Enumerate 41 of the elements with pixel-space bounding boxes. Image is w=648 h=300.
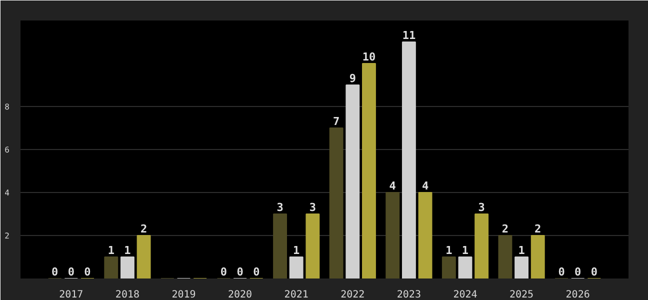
data-label: 7 xyxy=(333,115,340,128)
data-label: 1 xyxy=(108,244,115,257)
data-label: 3 xyxy=(478,201,485,214)
data-label: 1 xyxy=(124,244,132,257)
x-tick-label: 2020 xyxy=(228,290,252,300)
data-label: 1 xyxy=(446,244,453,257)
y-tick-label: 2 xyxy=(4,232,10,240)
data-label: 0 xyxy=(220,266,228,278)
data-label: 10 xyxy=(362,50,376,64)
x-tick-label: 2024 xyxy=(453,290,478,300)
data-label: 4 xyxy=(422,180,429,192)
y-tick-label: 8 xyxy=(4,102,10,112)
data-label: 0 xyxy=(84,266,91,278)
x-tick-label: 2019 xyxy=(172,290,196,300)
data-label: 0 xyxy=(574,266,582,278)
x-tick-label: 2017 xyxy=(59,290,84,300)
data-label: 1 xyxy=(518,244,526,257)
x-tick-label: 2023 xyxy=(396,290,421,300)
data-label: 4 xyxy=(389,180,396,192)
data-label: 2 xyxy=(534,222,542,236)
data-label: 9 xyxy=(349,72,356,85)
data-label: 11 xyxy=(402,29,416,42)
data-label: 0 xyxy=(68,266,74,278)
x-tick-label: 2026 xyxy=(566,290,590,300)
data-label: 0 xyxy=(558,266,565,278)
data-label: 0 xyxy=(590,266,598,278)
x-tick-label: 2021 xyxy=(284,290,308,300)
data-label: 0 xyxy=(253,266,260,278)
y-tick-label: 4 xyxy=(4,188,10,198)
y-tick-label: 6 xyxy=(4,146,10,154)
x-tick-label: 2025 xyxy=(509,290,534,300)
data-label: 0 xyxy=(236,266,244,278)
data-label: 3 xyxy=(309,201,316,214)
x-tick-label: 2022 xyxy=(340,290,365,300)
data-label: 2 xyxy=(140,222,148,236)
x-tick-label: 2018 xyxy=(115,290,140,300)
data-label: 1 xyxy=(462,244,469,257)
data-label: 1 xyxy=(293,244,300,257)
data-label: 2 xyxy=(502,222,509,236)
data-label: 3 xyxy=(276,201,284,214)
data-label: 0 xyxy=(52,266,58,278)
